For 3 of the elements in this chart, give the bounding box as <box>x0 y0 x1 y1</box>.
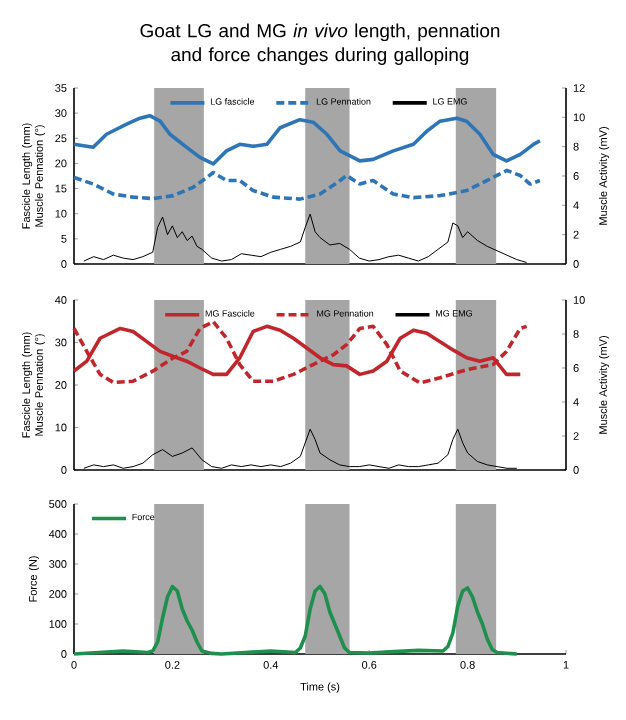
line-series <box>72 113 542 166</box>
line-series <box>72 168 542 201</box>
chart-title: Goat LG and MG in vivo length, pennation and force changes during galloping <box>140 23 500 66</box>
